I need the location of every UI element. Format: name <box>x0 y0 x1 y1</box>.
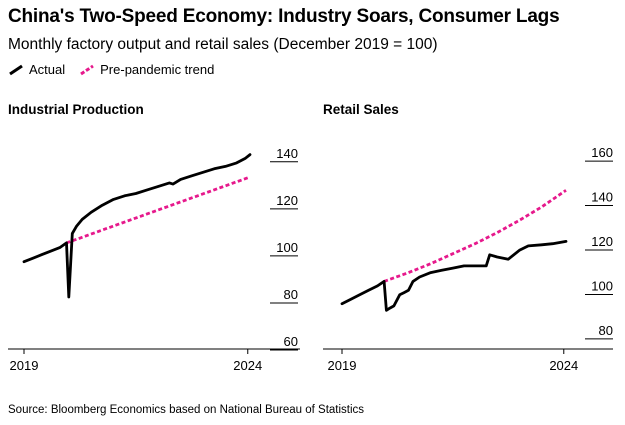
y-tick-label: 120 <box>276 193 298 208</box>
x-tick-label: 2019 <box>328 358 357 373</box>
legend-actual-swatch <box>9 64 23 75</box>
series-line-trend <box>383 189 567 283</box>
y-tick-label: 60 <box>284 334 298 349</box>
series-line-actual <box>22 153 252 299</box>
y-tick-label: 160 <box>591 145 613 160</box>
legend-trend-label: Pre-pandemic trend <box>100 62 215 77</box>
chart-subtitle: Monthly factory output and retail sales … <box>8 36 438 53</box>
y-tick-label: 140 <box>591 190 613 205</box>
legend-trend-swatch <box>80 64 94 75</box>
legend-trend: Pre-pandemic trend <box>79 62 214 77</box>
x-tick-label: 2024 <box>549 358 578 373</box>
y-tick-label: 80 <box>599 323 613 338</box>
series-line-actual <box>340 239 568 312</box>
x-tick-label: 2024 <box>233 358 262 373</box>
y-tick-label: 120 <box>591 234 613 249</box>
y-tick-label: 100 <box>276 240 298 255</box>
panel-title-0: Industrial Production <box>8 102 144 117</box>
y-tick-label: 80 <box>284 287 298 302</box>
x-tick-label: 2019 <box>10 358 39 373</box>
chart-title: China's Two-Speed Economy: Industry Soar… <box>8 6 560 27</box>
legend-actual-label: Actual <box>29 62 66 77</box>
y-tick-label: 100 <box>591 278 613 293</box>
legend-actual: Actual <box>8 62 65 77</box>
source-note: Source: Bloomberg Economics based on Nat… <box>8 404 365 416</box>
panel-title-1: Retail Sales <box>323 102 399 117</box>
legend: Actual Pre-pandemic trend <box>8 62 228 77</box>
y-tick-label: 140 <box>276 146 298 161</box>
